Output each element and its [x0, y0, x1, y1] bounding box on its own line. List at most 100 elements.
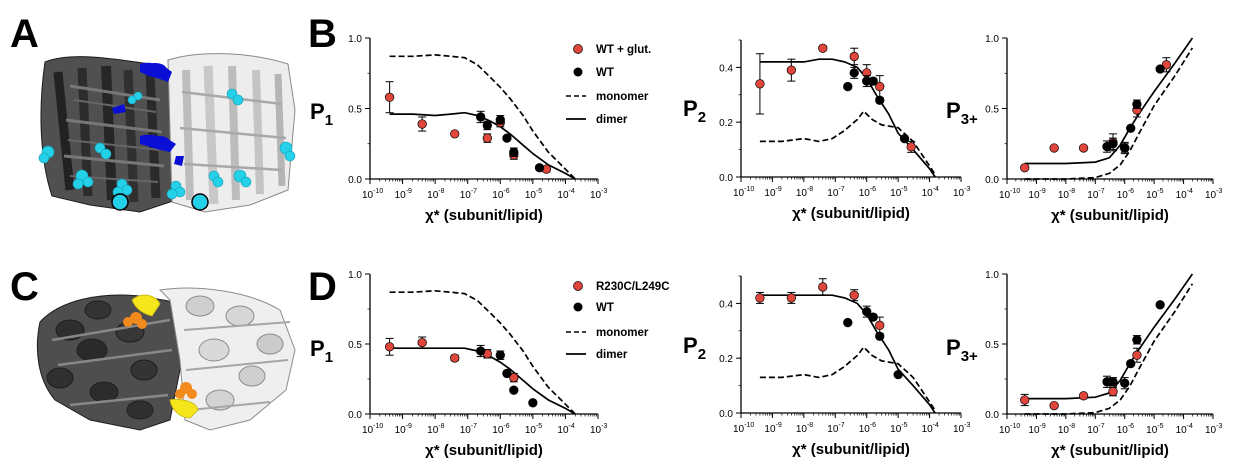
data-point-red — [906, 142, 916, 152]
data-point-black — [843, 81, 853, 92]
data-point-black — [862, 306, 872, 317]
data-point-black — [1126, 123, 1136, 133]
data-point-red — [417, 337, 427, 348]
monomer-curve — [1024, 47, 1194, 180]
y-tick-label: 0.0 — [985, 410, 999, 421]
x-tick-label: 10-3 — [590, 423, 607, 436]
x-tick-label: 10-10 — [362, 423, 383, 436]
x-tick-label: 10-9 — [1028, 188, 1045, 201]
data-point-black — [849, 68, 859, 78]
yellow-orange-residues — [123, 294, 199, 419]
data-point-red — [1049, 400, 1059, 411]
x-tick-label: 10-5 — [525, 423, 542, 436]
x-tick-label: 10-10 — [999, 188, 1020, 201]
x-axis-label: χ* (subunit/lipid) — [1051, 207, 1169, 224]
dark-subunit-left — [40, 56, 179, 213]
x-axis-label: χ* (subunit/lipid) — [1051, 442, 1169, 459]
legend-label-wt: WT — [596, 302, 614, 314]
data-point-red — [450, 129, 460, 139]
x-tick-label: 10-5 — [890, 422, 907, 435]
y-tick-label: 0.4 — [719, 299, 733, 310]
data-point-red — [849, 290, 859, 300]
data-point-black — [495, 350, 505, 360]
data-point-black — [893, 369, 903, 380]
data-point-red — [509, 372, 519, 383]
x-tick-label: 10-3 — [953, 186, 970, 199]
monomer-curve — [759, 345, 936, 411]
light-subunit-right — [167, 53, 296, 213]
chart-b-p3: 10-10 10-9 10-8 10-7 10-6 10-5 10-4 10-3 0.0 0.5 1… — [985, 34, 1222, 224]
x-tick-label: 10-7 — [1087, 188, 1104, 201]
y-tick-label: 0.0 — [348, 175, 362, 186]
x-tick-label: 10-4 — [1176, 188, 1193, 201]
x-tick-label: 10-6 — [859, 422, 876, 435]
legend-label-wt: WT — [596, 67, 614, 79]
x-tick-label: 10-7 — [827, 422, 844, 435]
data-point-black — [476, 112, 486, 122]
data-point-black — [843, 317, 853, 328]
data-point-red — [875, 320, 885, 330]
x-tick-label: 10-6 — [1117, 423, 1134, 436]
panel-letter-a: A — [10, 12, 39, 56]
chart-b-p1: 10-10 10-9 10-8 10-7 10-6 10-5 10-4 10-3 0.0 0.5 1… — [348, 34, 607, 224]
p1-label-bottom: P1 — [310, 336, 333, 366]
x-tick-label: 10-9 — [764, 186, 781, 199]
x-tick-label: 10-5 — [1146, 188, 1163, 201]
x-tick-label: 10-7 — [1087, 423, 1104, 436]
legend-top: WT + glut. WT monomer dimer — [566, 44, 651, 126]
x-tick-label: 10-3 — [1205, 188, 1222, 201]
y-tick-label: 0.5 — [985, 105, 999, 116]
data-point-black — [1132, 99, 1142, 109]
panel-letter-d: D — [308, 265, 337, 309]
data-point-black — [899, 133, 910, 144]
x-tick-label: 10-7 — [460, 188, 477, 201]
y-tick-label: 0.0 — [348, 410, 362, 421]
data-point-black — [1132, 335, 1142, 345]
x-tick-label: 10-3 — [953, 422, 970, 435]
data-point-black — [868, 76, 878, 86]
y-tick-label: 0.2 — [719, 354, 733, 365]
x-tick-label: 10-9 — [395, 423, 412, 436]
p1-label-top: P1 — [310, 99, 333, 129]
x-tick-label: 10-8 — [427, 423, 444, 436]
x-tick-label: 10-7 — [460, 423, 477, 436]
p2-label-top: P2 — [683, 96, 706, 126]
x-tick-label: 10-6 — [492, 423, 509, 436]
x-tick-label: 10-3 — [1205, 423, 1222, 436]
data-point-red — [755, 293, 765, 303]
x-tick-label: 10-10 — [362, 188, 383, 201]
data-point-red — [818, 282, 828, 292]
x-tick-label: 10-4 — [922, 422, 939, 435]
y-tick-label: 0.5 — [985, 340, 999, 351]
dimer-curve — [759, 294, 936, 414]
data-point-black — [1108, 377, 1118, 387]
data-point-red — [818, 43, 828, 53]
chart-d-p1: 10-10 10-9 10-8 10-7 10-6 10-5 10-4 10-3 0.0 0.5 1… — [348, 270, 607, 459]
legend-bottom: R230C/L249C WT monomer dimer — [566, 281, 670, 361]
blue-residues — [112, 62, 184, 166]
x-axis-label: χ* (subunit/lipid) — [792, 441, 910, 458]
x-tick-label: 10-5 — [525, 188, 542, 201]
data-point-red — [417, 119, 427, 129]
data-point-red — [384, 342, 395, 352]
y-tick-label: 0.5 — [348, 340, 362, 351]
data-point-red — [755, 79, 765, 89]
legend-marker-red — [573, 44, 583, 54]
x-tick-label: 10-9 — [1028, 423, 1045, 436]
legend-marker-black — [573, 302, 583, 312]
data-point-black — [476, 346, 486, 356]
x-tick-label: 10-10 — [733, 422, 754, 435]
data-point-black — [482, 120, 492, 131]
monomer-curve — [389, 289, 576, 415]
y-tick-label: 0.2 — [719, 118, 733, 129]
legend-marker-red — [573, 281, 583, 291]
data-point-black — [534, 163, 545, 173]
p3-label-bottom: P3+ — [946, 335, 978, 365]
x-tick-label: 10-9 — [395, 188, 412, 201]
data-point-black — [528, 398, 538, 408]
data-point-red — [1020, 395, 1030, 405]
panel-letter-c: C — [10, 265, 39, 309]
data-point-red — [482, 133, 492, 143]
data-point-red — [1078, 391, 1089, 401]
